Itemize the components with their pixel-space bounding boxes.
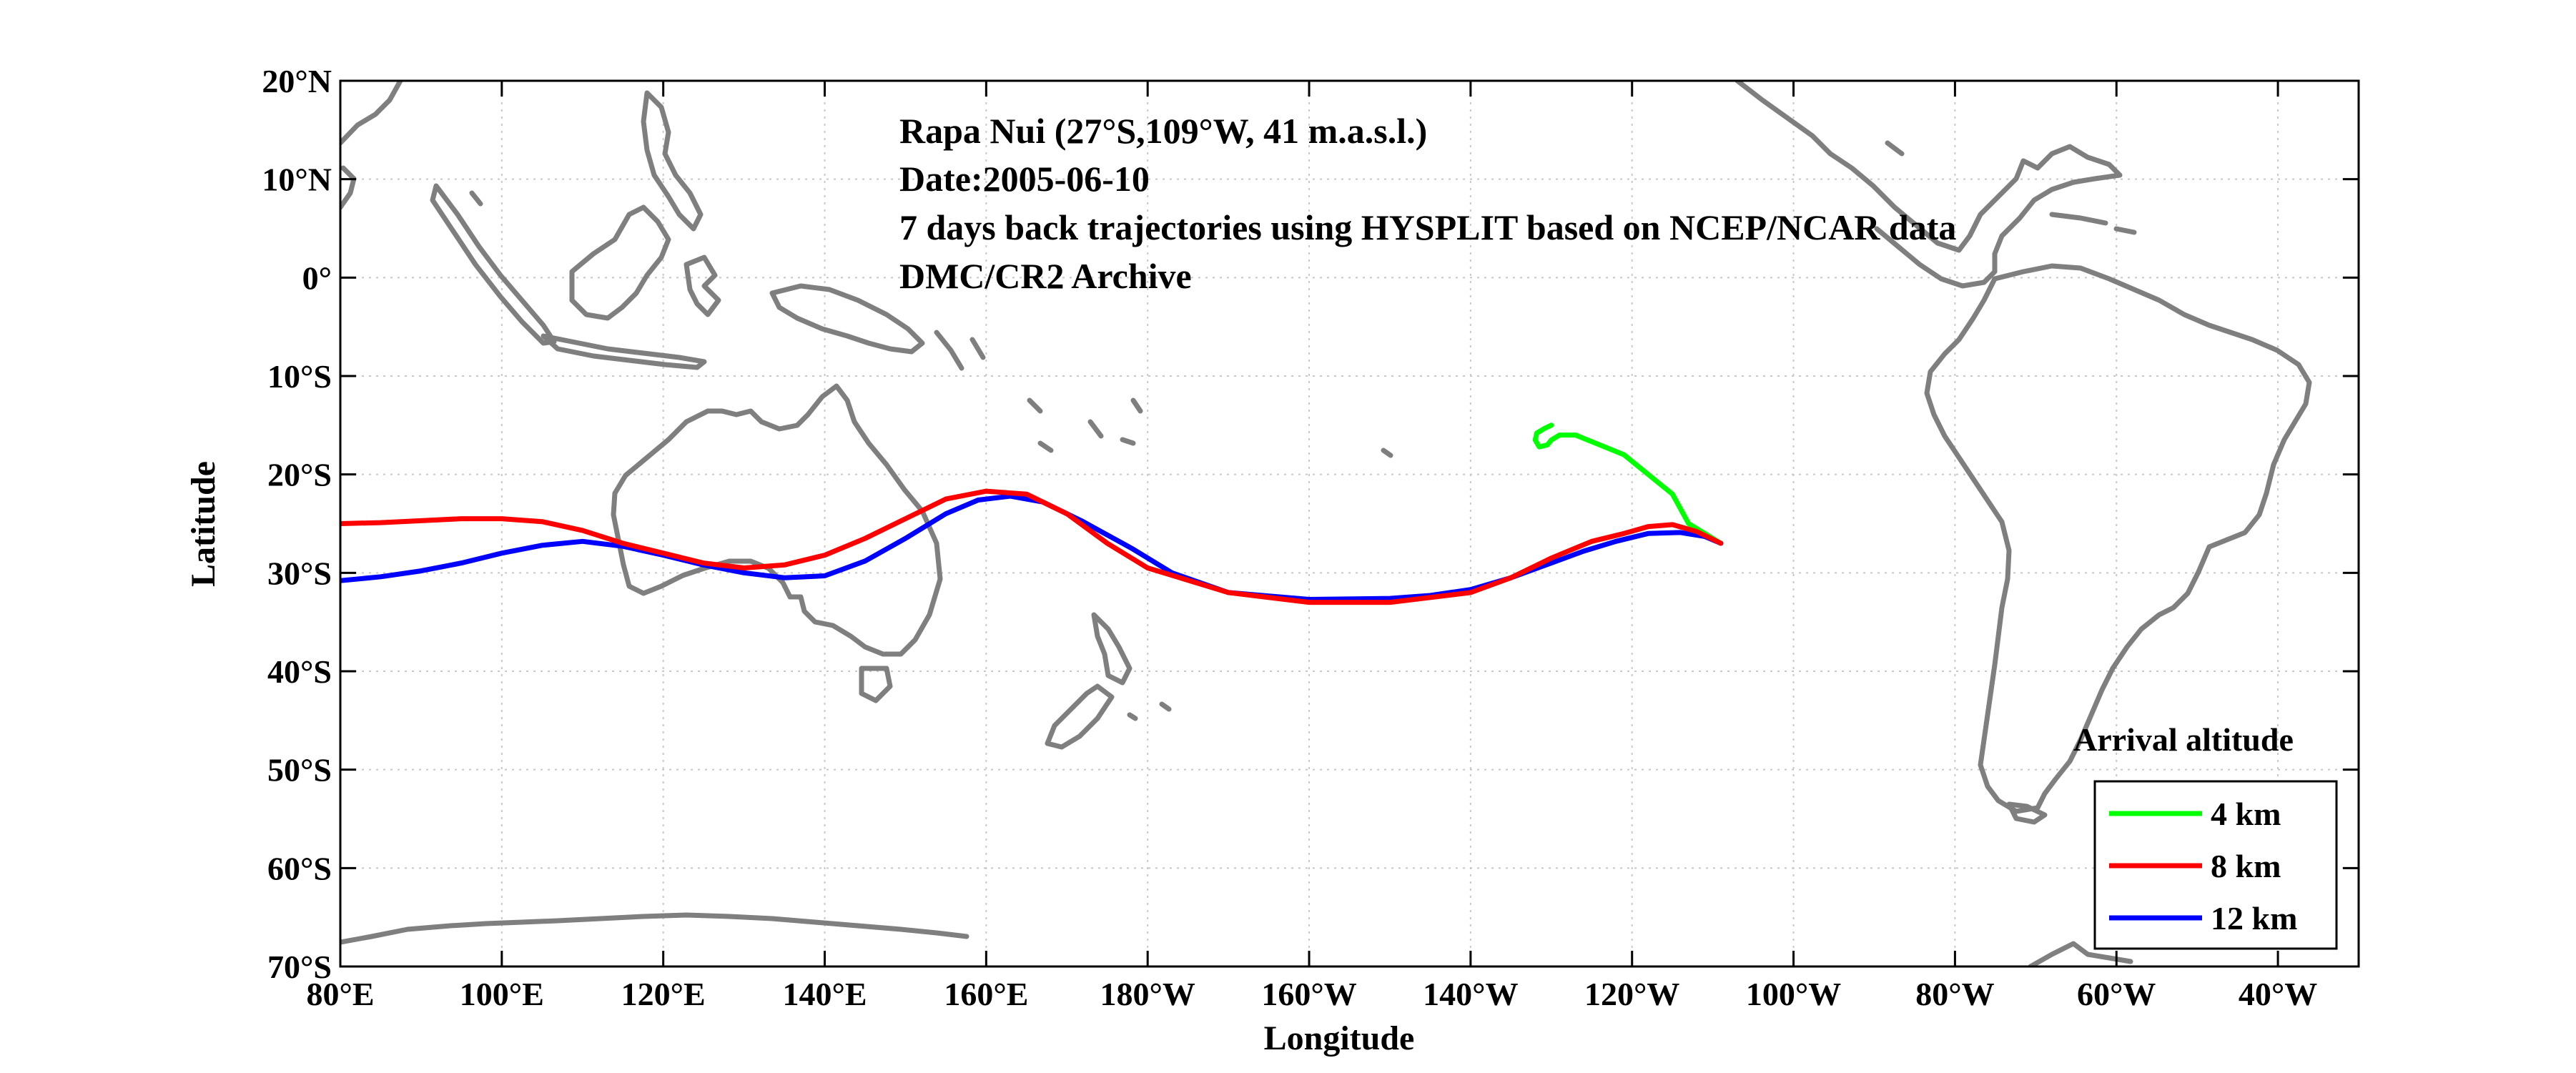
y-tick-label-9: 70°S xyxy=(267,949,332,985)
coastline-caribbean xyxy=(1885,140,2137,235)
coastline-islands xyxy=(469,190,1143,439)
trajectory-12km xyxy=(340,493,1724,602)
legend-label-12km: 12 km xyxy=(2211,900,2297,936)
y-tick-label-2: 0° xyxy=(302,259,332,296)
x-tick-label-3: 140°E xyxy=(782,976,867,1012)
coastline-asia xyxy=(340,81,403,210)
coastline-new-guinea xyxy=(769,283,925,355)
y-axis-title: Latitude xyxy=(184,461,222,587)
annotation-date: Date:2005-06-10 xyxy=(899,159,1150,199)
x-tick-label-6: 160°W xyxy=(1261,976,1356,1012)
y-tick-label-1: 10°N xyxy=(262,162,332,198)
coastline-map xyxy=(340,81,2312,966)
legend-label-4km: 4 km xyxy=(2211,796,2281,832)
x-tick-label-2: 120°E xyxy=(621,976,706,1012)
coastline-north-america xyxy=(1734,81,2123,289)
x-tick-label-0: 80°E xyxy=(306,976,374,1012)
trajectory-lines xyxy=(340,422,1724,605)
legend-title: Arrival altitude xyxy=(2073,721,2294,758)
annotation-block: Rapa Nui (27°S,109°W, 41 m.a.s.l.) Date:… xyxy=(899,111,1956,296)
x-tick-label-12: 40°W xyxy=(2239,976,2317,1012)
x-tick-label-1: 100°E xyxy=(460,976,544,1012)
trajectory-8km xyxy=(340,488,1724,605)
x-axis-title: Longitude xyxy=(1264,1019,1415,1057)
coastline-pacific-islands xyxy=(1037,437,1393,721)
y-tick-label-4: 20°S xyxy=(267,457,332,493)
y-tick-label-5: 30°S xyxy=(267,555,332,591)
trajectory-4km xyxy=(1532,422,1724,546)
x-tick-label-4: 160°E xyxy=(944,976,1028,1012)
coastline-borneo xyxy=(569,204,671,321)
coastline-philippines xyxy=(641,90,704,232)
coastline-tierra-del-fuego xyxy=(2006,801,2048,825)
x-tick-label-8: 120°W xyxy=(1584,976,1679,1012)
coastline-sulawesi xyxy=(684,254,721,317)
y-tick-label-7: 50°S xyxy=(267,752,332,788)
plot-frame xyxy=(339,79,2360,968)
x-tick-label-7: 140°W xyxy=(1423,976,1518,1012)
coastline-australia xyxy=(611,383,943,657)
y-tick-label-0: 20°N xyxy=(262,63,332,99)
coastline-south-america xyxy=(1924,263,2312,814)
annotation-station: Rapa Nui (27°S,109°W, 41 m.a.s.l.) xyxy=(899,111,1427,151)
x-tick-label-11: 60°W xyxy=(2077,976,2156,1012)
coastline-tasmania xyxy=(859,666,893,703)
annotation-method: 7 days back trajectories using HYSPLIT b… xyxy=(899,207,1956,247)
coastline-java xyxy=(541,333,707,370)
annotation-archive: DMC/CR2 Archive xyxy=(899,256,1192,296)
coastline-new-zealand-north xyxy=(1091,612,1132,686)
x-tick-label-10: 80°W xyxy=(1915,976,1994,1012)
x-tick-label-5: 180°W xyxy=(1100,976,1195,1012)
coastline-antarctica xyxy=(340,912,2133,966)
y-tick-label-6: 40°S xyxy=(267,653,332,690)
x-tick-label-9: 100°W xyxy=(1746,976,1841,1012)
y-tick-label-3: 10°S xyxy=(267,358,332,395)
y-tick-label-8: 60°S xyxy=(267,850,332,886)
legend-label-8km: 8 km xyxy=(2211,848,2281,884)
axis-ticks: 80°E 100°E 120°E 140°E 160°E 180°W 160°W 140°W 1… xyxy=(262,63,2359,1012)
coastline-new-zealand-south xyxy=(1045,683,1115,750)
legend: Arrival altitude 4 km 8 km 12 km xyxy=(2073,721,2338,950)
